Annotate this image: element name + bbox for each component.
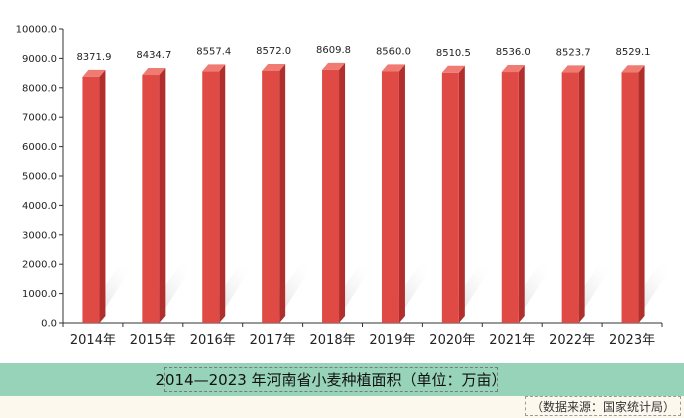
- bar-top: [202, 64, 226, 72]
- x-tick-label: 2020年: [429, 333, 475, 348]
- bar: [142, 75, 160, 323]
- y-tick-label: 7000.0: [22, 113, 57, 124]
- bar-top: [621, 65, 645, 73]
- x-tick-label: 2019年: [369, 333, 415, 348]
- bar-side: [398, 64, 405, 323]
- bar: [202, 71, 220, 323]
- bar-top: [262, 63, 286, 71]
- bar-value-label: 8609.8: [316, 45, 351, 56]
- x-tick-label: 2014年: [70, 333, 116, 348]
- bar: [561, 72, 579, 323]
- x-tick-label: 2021年: [489, 333, 535, 348]
- bar-value-label: 8510.5: [436, 48, 471, 59]
- bar: [501, 72, 519, 324]
- bar-value-label: 8572.0: [256, 46, 291, 57]
- x-tick-label: 2023年: [609, 333, 655, 348]
- y-tick-label: 4000.0: [22, 201, 57, 212]
- y-tick-label: 9000.0: [22, 54, 57, 65]
- bar-side: [638, 65, 645, 324]
- chart: 0.0 1000.0 2000.0 3000.0 4000.0 5000.0 6000.0 7…: [16, 25, 673, 348]
- bar: [621, 72, 639, 323]
- bar: [381, 71, 399, 323]
- bar-side: [518, 65, 525, 324]
- bar-side: [578, 65, 585, 323]
- caption-band: [0, 363, 684, 396]
- y-tick-label: 3000.0: [22, 230, 57, 241]
- chart-caption: 2014—2023 年河南省小麦种植面积（单位：万亩）: [155, 367, 507, 392]
- y-tick-label: 5000.0: [22, 172, 57, 183]
- bar-side: [339, 62, 346, 323]
- x-tick-label: 2015年: [130, 333, 176, 348]
- bar-top: [142, 68, 166, 76]
- bar: [322, 69, 340, 323]
- data-source: （数据来源：国家统计局）: [525, 396, 681, 416]
- bar-top: [381, 64, 405, 72]
- bar-top: [501, 65, 525, 73]
- bar-value-label: 8529.1: [616, 47, 651, 58]
- bar-side: [99, 69, 106, 323]
- bar-top: [82, 69, 106, 77]
- x-tick-label: 2022年: [549, 333, 595, 348]
- bar-value-label: 8523.7: [556, 47, 591, 58]
- y-tick-label: 1000.0: [22, 289, 57, 300]
- bar-top: [441, 65, 465, 73]
- y-tick-label: 6000.0: [22, 142, 57, 153]
- bar-value-label: 8560.0: [376, 46, 411, 57]
- x-tick-label: 2018年: [310, 333, 356, 348]
- y-tick-label: 2000.0: [22, 260, 57, 271]
- bar-value-label: 8434.7: [136, 50, 171, 61]
- y-tick-label: 10000.0: [16, 25, 57, 36]
- bar-value-label: 8371.9: [76, 52, 111, 63]
- x-tick-label: 2017年: [250, 333, 296, 348]
- bar-value-label: 8536.0: [496, 47, 531, 58]
- bar: [262, 70, 280, 323]
- x-tick-label: 2016年: [190, 333, 236, 348]
- bar-top: [322, 62, 346, 70]
- y-tick-label: 0.0: [41, 319, 57, 330]
- bar: [82, 76, 100, 323]
- bar-side: [219, 64, 226, 323]
- bar-value-label: 8557.4: [196, 46, 231, 57]
- bar-top: [561, 65, 585, 73]
- bar: [441, 72, 459, 324]
- y-tick-label: 8000.0: [22, 83, 57, 94]
- bar-side: [279, 63, 286, 323]
- footer-band: [0, 396, 684, 418]
- bar-side: [159, 68, 166, 323]
- bar-side: [458, 65, 465, 324]
